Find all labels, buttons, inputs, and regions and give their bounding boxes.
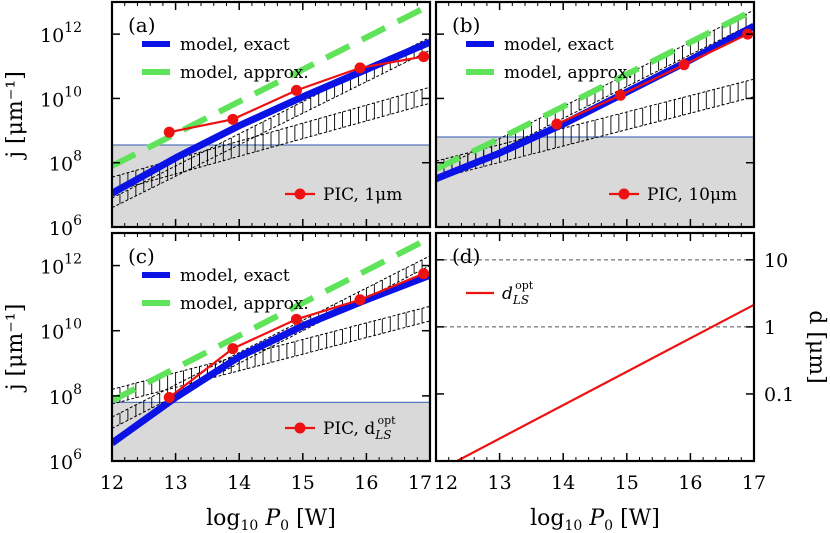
hatch-lower-edge [112,49,430,209]
series-line-exact-c [112,272,430,446]
series-line-pic-b [556,33,749,126]
pic-point-b [551,118,563,130]
y-right-tick-label: 10 [764,250,788,272]
y-axis-label-left: j [μm⁻¹] [3,304,28,394]
pic-point-a [227,113,239,125]
y-tick-label: 106 [49,213,82,240]
panel-label-a: (a) [128,13,156,37]
x-tick-label: 16 [354,472,378,494]
pic-point-b [614,89,626,101]
pic-point-a [354,62,366,74]
x-tick-label: 15 [615,472,639,494]
series-line-exact-b [436,23,754,183]
pic-point-c [227,343,239,355]
hatch-lower-edge [436,22,754,183]
y-axis-label-right: d [μm] [804,310,829,383]
x-tick-label: 14 [227,472,251,494]
legend-label-approx: model, approx. [180,294,309,314]
legend-label-approx: model, approx. [504,63,633,83]
legend-label-pic: PIC, 10μm [647,185,737,205]
series-line-approx-a [112,2,430,169]
pic-point-c [163,391,175,403]
y-right-tick-label: 0.1 [764,384,794,406]
series-group-d [456,303,754,461]
y-axis-label-left: j [μm⁻¹] [3,71,28,161]
x-tick-label: 13 [164,472,188,494]
threshold-region-b [436,137,754,227]
x-tick-label: 12 [100,472,124,494]
y-right-tick-label: 1 [764,317,776,339]
panel-label-b: (b) [452,13,480,37]
series-group-a [112,2,430,197]
panel-frame-b [434,0,756,229]
x-tick-label: 16 [678,472,702,494]
series-line-approx-c [112,235,430,404]
y-tick-label: 108 [49,149,82,176]
pic-point-c [290,313,302,325]
x-tick-label: 17 [408,472,432,494]
legend-label-approx: model, approx. [180,63,309,83]
legend-label-exact: model, exact [180,35,290,55]
legend-marker-pic [294,188,306,200]
panel-frame-c [110,231,432,463]
y-tick-label: 108 [49,382,82,409]
pic-point-a [163,126,175,138]
threshold-region-a [112,145,430,227]
y-tick-label: 106 [49,447,82,474]
threshold-region-c [112,402,430,461]
legend-label-exact: model, exact [180,266,290,286]
hatch-upper-edge [112,255,430,418]
pic-point-c [354,294,366,306]
x-axis-label: log10 P0 [W] [206,506,336,533]
series-group-b [436,7,754,183]
series-group-c [112,235,430,446]
legend-label-dopt: dLSopt [502,279,534,307]
hatch-lower-edge [112,102,430,193]
y-tick-label: 1010 [40,317,82,344]
series-line-dopt [456,303,754,461]
panel-label-c: (c) [128,244,155,268]
y-tick-label: 1012 [40,252,82,279]
x-tick-label: 13 [488,472,512,494]
pic-point-a [290,84,302,96]
legend-label-pic: PIC, dLSopt [323,414,396,442]
x-tick-label: 15 [291,472,315,494]
panel-frame-a [110,0,432,229]
pic-point-c [418,268,430,280]
x-tick-label: 12 [434,472,458,494]
series-line-approx-b [436,7,754,172]
legend-marker-pic [294,422,306,434]
x-tick-label: 17 [742,472,766,494]
panel-frame-d [434,231,756,463]
legend-label-exact: model, exact [504,35,614,55]
x-axis-label: log10 P0 [W] [530,506,660,533]
panel-label-d: (d) [452,244,480,268]
pic-point-a [418,51,430,63]
x-tick-label: 14 [551,472,575,494]
legend-label-pic: PIC, 1μm [323,185,402,205]
y-tick-label: 1010 [40,84,82,111]
pic-point-b [678,59,690,71]
legend-marker-pic [618,188,630,200]
y-tick-label: 1012 [40,20,82,47]
